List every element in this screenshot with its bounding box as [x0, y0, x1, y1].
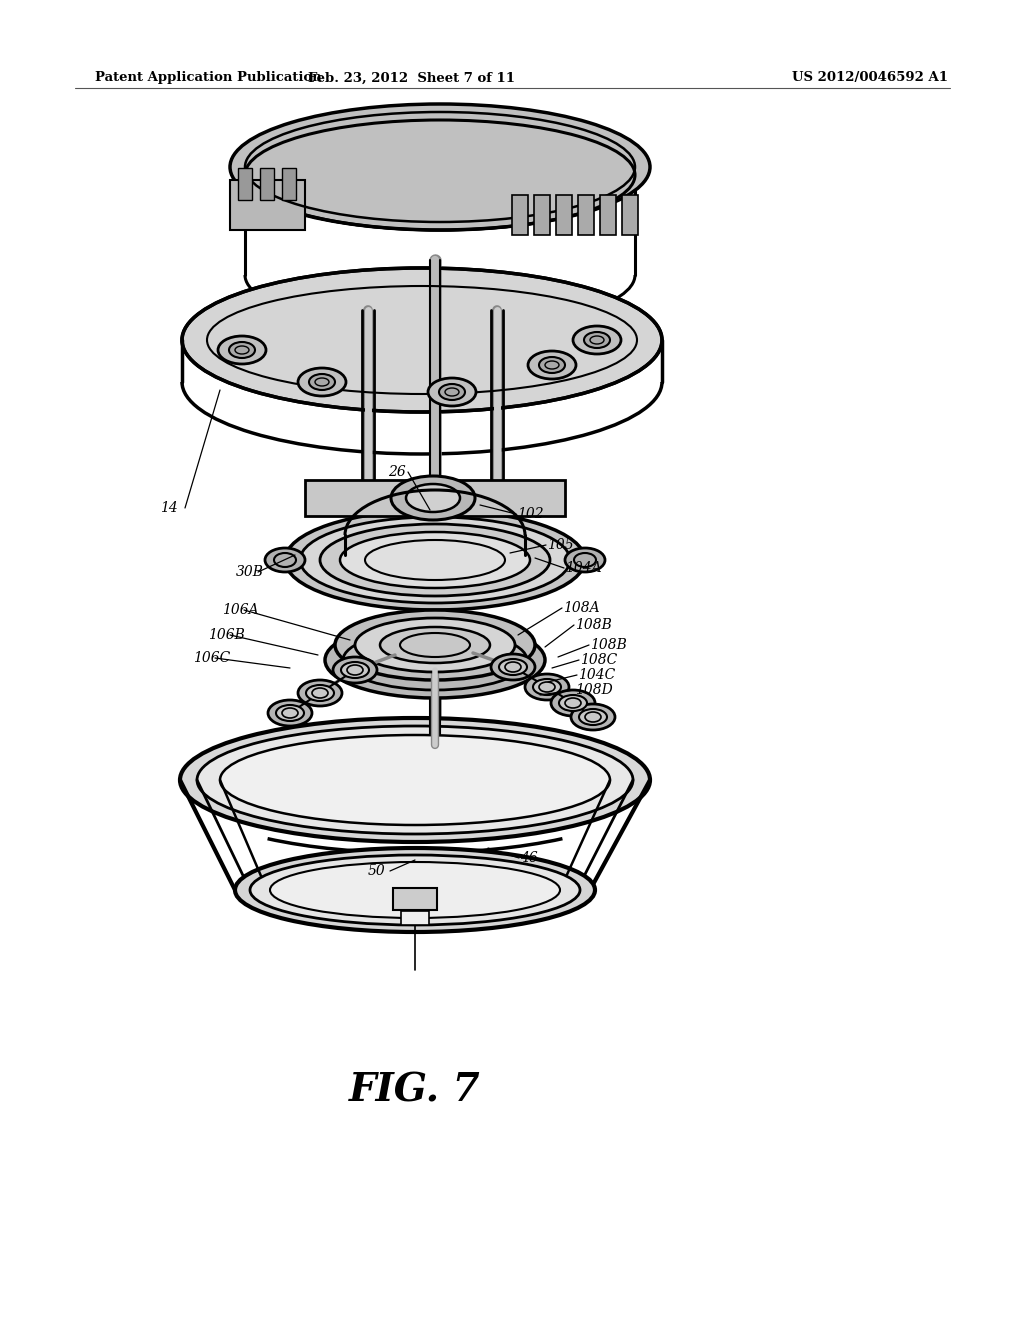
Ellipse shape	[197, 726, 633, 834]
Text: 108C: 108C	[580, 653, 617, 667]
Ellipse shape	[391, 477, 475, 520]
Ellipse shape	[584, 333, 610, 348]
Text: Feb. 23, 2012  Sheet 7 of 11: Feb. 23, 2012 Sheet 7 of 11	[308, 71, 515, 84]
Bar	[230, 180, 305, 230]
Bar	[305, 480, 565, 516]
Ellipse shape	[341, 663, 369, 678]
Text: 104C: 104C	[578, 668, 615, 682]
Text: 106A: 106A	[222, 603, 259, 616]
Bar	[238, 168, 252, 201]
Bar	[600, 195, 616, 235]
Bar	[578, 195, 594, 235]
Text: 105: 105	[547, 539, 573, 552]
Bar	[534, 195, 550, 235]
Ellipse shape	[559, 696, 587, 711]
Ellipse shape	[319, 524, 550, 597]
Ellipse shape	[355, 618, 515, 672]
Ellipse shape	[234, 847, 595, 932]
Ellipse shape	[340, 532, 530, 587]
Bar	[401, 911, 429, 925]
Ellipse shape	[428, 378, 476, 407]
Ellipse shape	[406, 484, 460, 512]
Text: 30B: 30B	[236, 565, 264, 579]
Ellipse shape	[309, 374, 335, 389]
Ellipse shape	[250, 855, 580, 925]
Ellipse shape	[298, 680, 342, 706]
Ellipse shape	[298, 368, 346, 396]
Ellipse shape	[525, 675, 569, 700]
Ellipse shape	[265, 548, 305, 572]
Bar	[512, 195, 528, 235]
Ellipse shape	[573, 326, 621, 354]
Text: Patent Application Publication: Patent Application Publication	[95, 71, 322, 84]
Ellipse shape	[528, 351, 575, 379]
Ellipse shape	[439, 384, 465, 400]
Ellipse shape	[571, 704, 615, 730]
Bar	[282, 168, 296, 201]
Text: 106B: 106B	[208, 628, 245, 642]
Text: 26: 26	[388, 465, 406, 479]
Text: 108A: 108A	[563, 601, 600, 615]
Ellipse shape	[380, 627, 490, 663]
Ellipse shape	[565, 548, 605, 572]
Bar	[260, 168, 274, 201]
Ellipse shape	[335, 610, 535, 680]
Ellipse shape	[306, 685, 334, 701]
Ellipse shape	[534, 678, 561, 696]
Ellipse shape	[490, 653, 535, 680]
Bar	[393, 888, 437, 909]
Text: US 2012/0046592 A1: US 2012/0046592 A1	[792, 71, 948, 84]
Text: 14: 14	[160, 502, 178, 515]
Ellipse shape	[285, 510, 585, 610]
Text: 108B: 108B	[575, 618, 612, 632]
Text: 46: 46	[520, 851, 538, 865]
Text: 106C: 106C	[193, 651, 230, 665]
Ellipse shape	[245, 120, 635, 230]
Text: 108D: 108D	[575, 682, 612, 697]
Bar	[622, 195, 638, 235]
Ellipse shape	[220, 735, 610, 825]
Ellipse shape	[182, 268, 662, 412]
Ellipse shape	[551, 690, 595, 715]
Ellipse shape	[499, 659, 527, 675]
Ellipse shape	[270, 862, 560, 917]
Bar	[556, 195, 572, 235]
Ellipse shape	[579, 709, 607, 725]
Ellipse shape	[229, 342, 255, 358]
Ellipse shape	[276, 705, 304, 721]
Text: 108B: 108B	[590, 638, 627, 652]
Ellipse shape	[325, 622, 545, 698]
Text: FIG. 7: FIG. 7	[349, 1071, 481, 1109]
Text: 104A: 104A	[565, 561, 602, 576]
Text: 50: 50	[368, 865, 386, 878]
Ellipse shape	[333, 657, 377, 682]
Ellipse shape	[230, 104, 650, 230]
Ellipse shape	[539, 356, 565, 374]
Ellipse shape	[300, 517, 570, 603]
Text: 102: 102	[517, 507, 544, 521]
Ellipse shape	[180, 718, 650, 842]
Ellipse shape	[268, 700, 312, 726]
Ellipse shape	[218, 337, 266, 364]
